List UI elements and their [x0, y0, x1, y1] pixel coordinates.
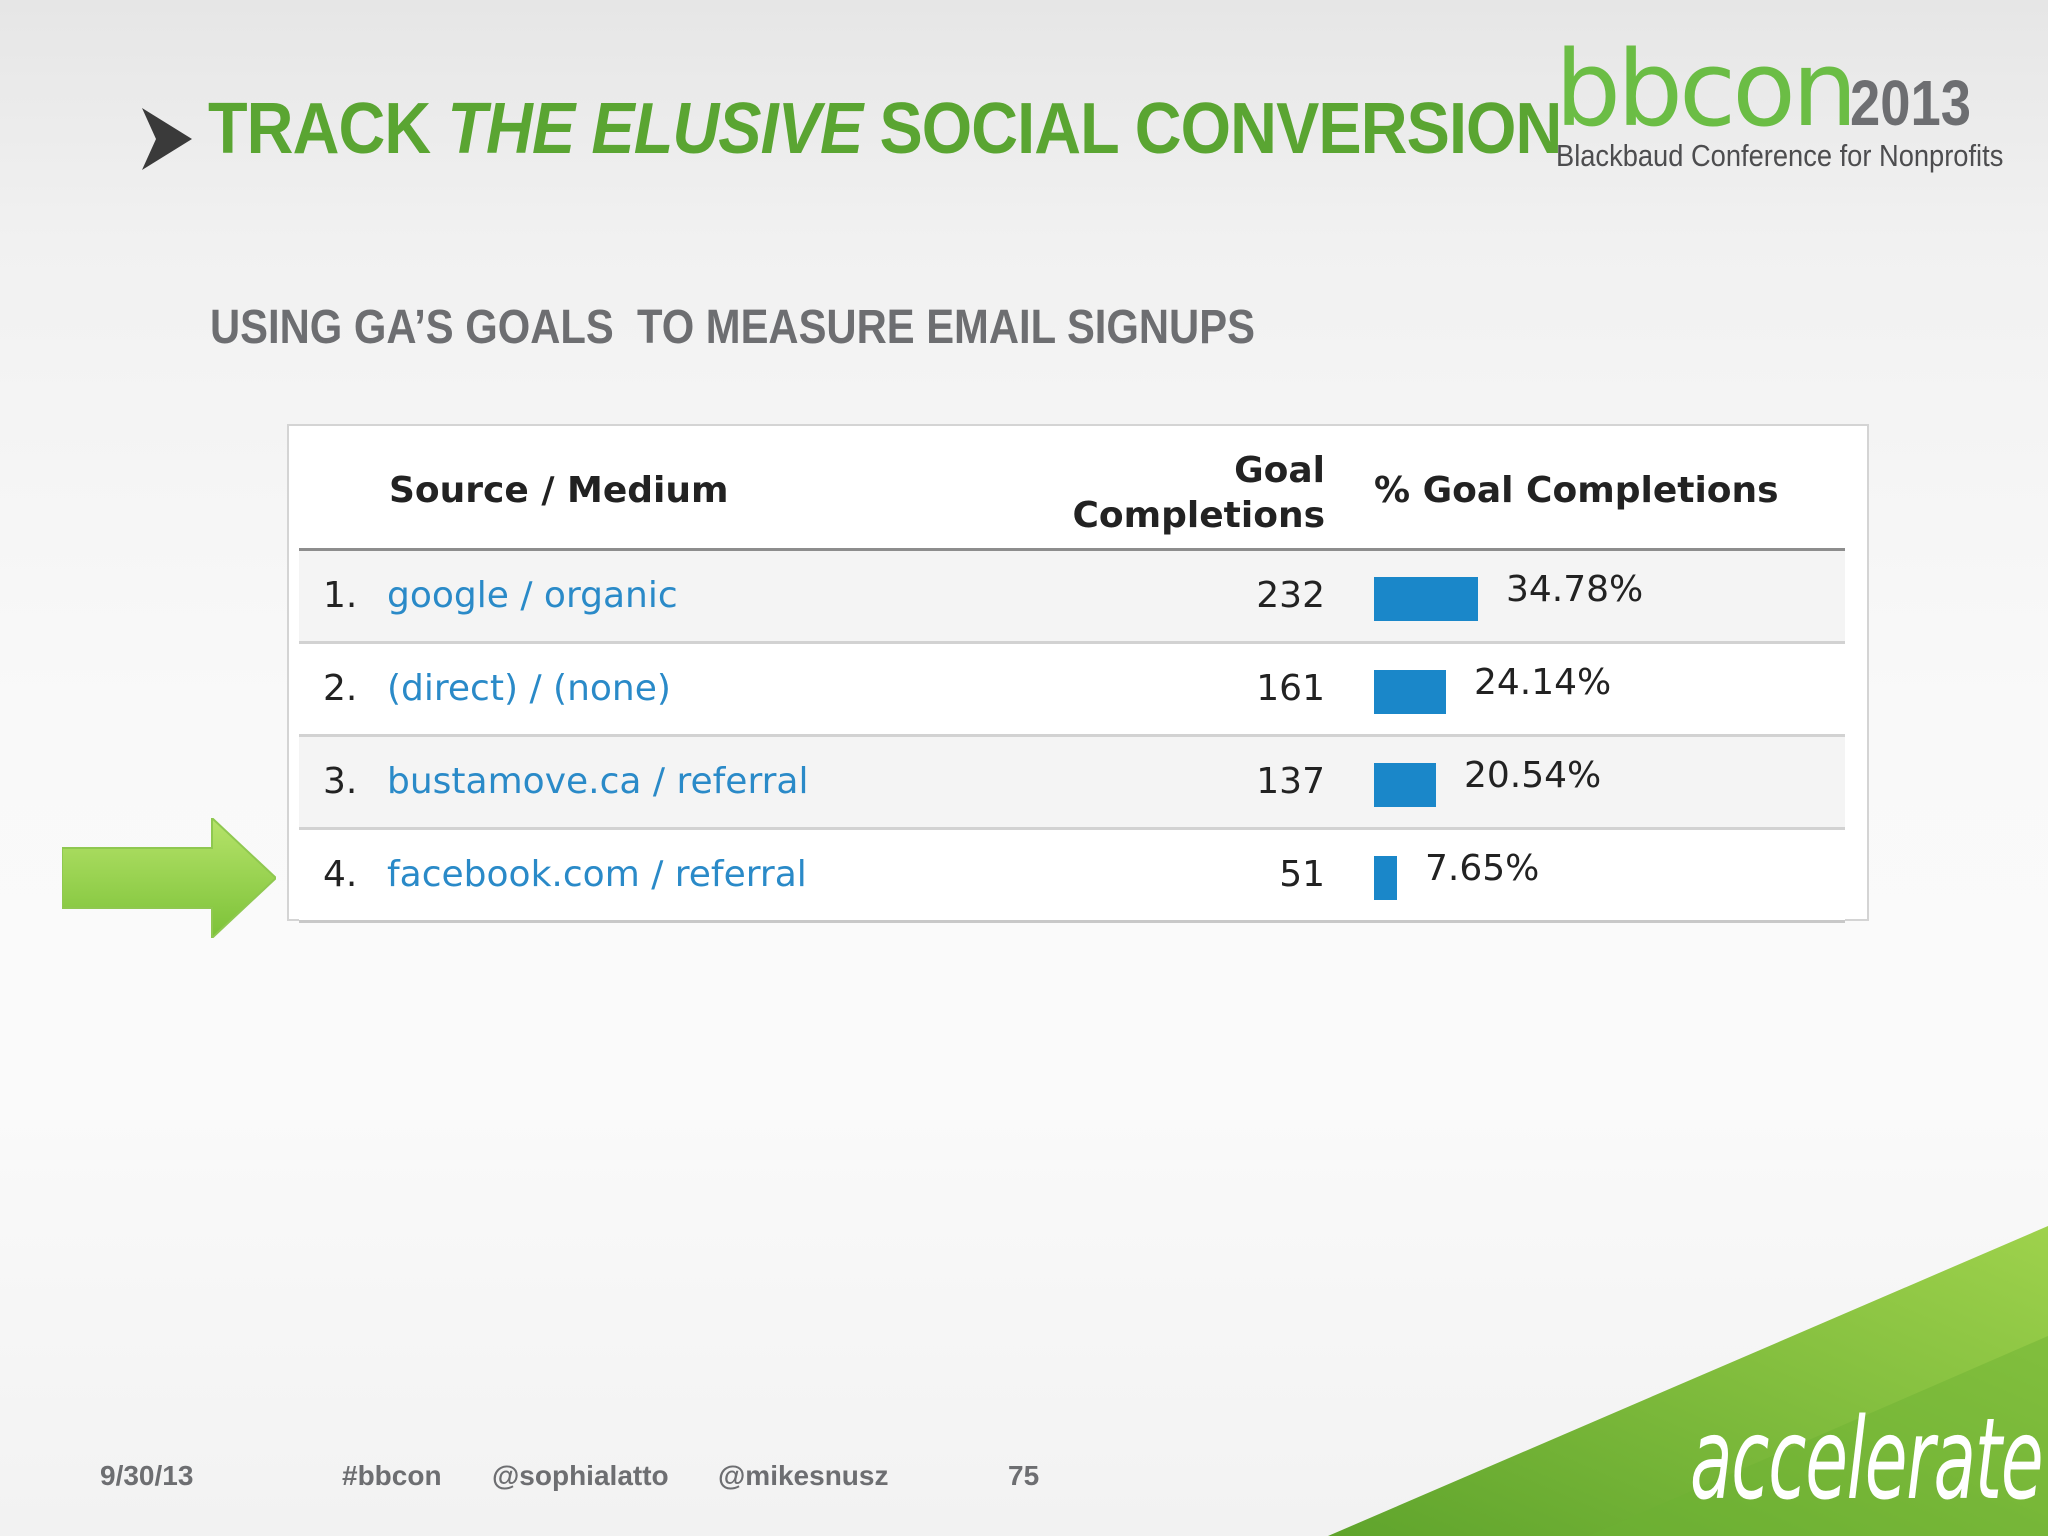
percent-value: 7.65% — [1425, 848, 1540, 889]
percent-bar — [1374, 763, 1436, 807]
table-row: 2. (direct) / (none) 161 24.14% — [299, 644, 1845, 737]
table-row: 4. facebook.com / referral 51 7.65% — [299, 830, 1845, 923]
bbcon-logo: bbcon 2013 Blackbaud Conference for Nonp… — [1555, 28, 2003, 176]
goal-completions-value: 137 — [1256, 761, 1325, 802]
slide-title: TRACK THE ELUSIVE SOCIAL CONVERSION — [208, 88, 1562, 170]
column-goal-line2: Completions — [1072, 495, 1325, 536]
footer-handle-2: @mikesnusz — [718, 1460, 889, 1491]
slide-footer: 9/30/13 #bbcon @sophialatto @mikesnusz 7… — [0, 1460, 1100, 1500]
percent-value: 34.78% — [1506, 569, 1644, 610]
percent-bar — [1374, 577, 1478, 621]
analytics-table-panel: Source / Medium Goal Completions % Goal C… — [287, 424, 1869, 923]
title-part1: TRACK — [208, 89, 448, 169]
percent-bar — [1374, 670, 1446, 714]
title-part2: SOCIAL CONVERSION — [862, 89, 1562, 169]
logo-year: 2013 — [1850, 67, 1972, 139]
row-rank: 3. — [323, 761, 358, 802]
goal-completions-table: Source / Medium Goal Completions % Goal C… — [299, 426, 1845, 923]
goal-completions-value: 161 — [1256, 668, 1325, 709]
chevron-right-icon — [142, 108, 192, 170]
percent-value: 20.54% — [1464, 755, 1602, 796]
source-medium-link[interactable]: bustamove.ca / referral — [387, 761, 809, 802]
source-medium-link[interactable]: (direct) / (none) — [387, 668, 671, 709]
percent-bar — [1374, 856, 1397, 900]
percent-value: 24.14% — [1474, 662, 1612, 703]
footer-date: 9/30/13 — [100, 1460, 194, 1491]
column-source-medium: Source / Medium — [389, 470, 729, 511]
footer-page-number: 75 — [1008, 1460, 1040, 1491]
source-medium-link[interactable]: google / organic — [387, 575, 678, 616]
row-rank: 2. — [323, 668, 358, 709]
column-goal-line1: Goal — [1234, 450, 1325, 491]
table-row: 3. bustamove.ca / referral 137 20.54% — [299, 737, 1845, 830]
goal-completions-value: 51 — [1279, 854, 1325, 895]
slide-subtitle: USING GA’S GOALS TO MEASURE EMAIL SIGNUP… — [210, 301, 1255, 354]
accelerate-corner-graphic — [1328, 1226, 2048, 1536]
column-percent-goal-completions: % Goal Completions — [1374, 470, 1779, 511]
footer-handle-1: @sophialatto — [492, 1460, 669, 1491]
column-goal-completions: Goal Completions — [1045, 448, 1325, 538]
source-medium-link[interactable]: facebook.com / referral — [387, 854, 807, 895]
row-rank: 1. — [323, 575, 358, 616]
table-header: Source / Medium Goal Completions % Goal C… — [299, 426, 1845, 551]
right-arrow-icon — [62, 818, 276, 938]
goal-completions-value: 232 — [1256, 575, 1325, 616]
logo-subtitle: Blackbaud Conference for Nonprofits — [1556, 138, 2004, 173]
footer-hashtag: #bbcon — [342, 1460, 442, 1491]
row-rank: 4. — [323, 854, 358, 895]
accelerate-wordmark: accelerate — [1690, 1395, 2044, 1525]
logo-word: bbcon — [1555, 28, 1858, 150]
table-row: 1. google / organic 232 34.78% — [299, 551, 1845, 644]
title-emphasis: THE ELUSIVE — [447, 89, 863, 169]
